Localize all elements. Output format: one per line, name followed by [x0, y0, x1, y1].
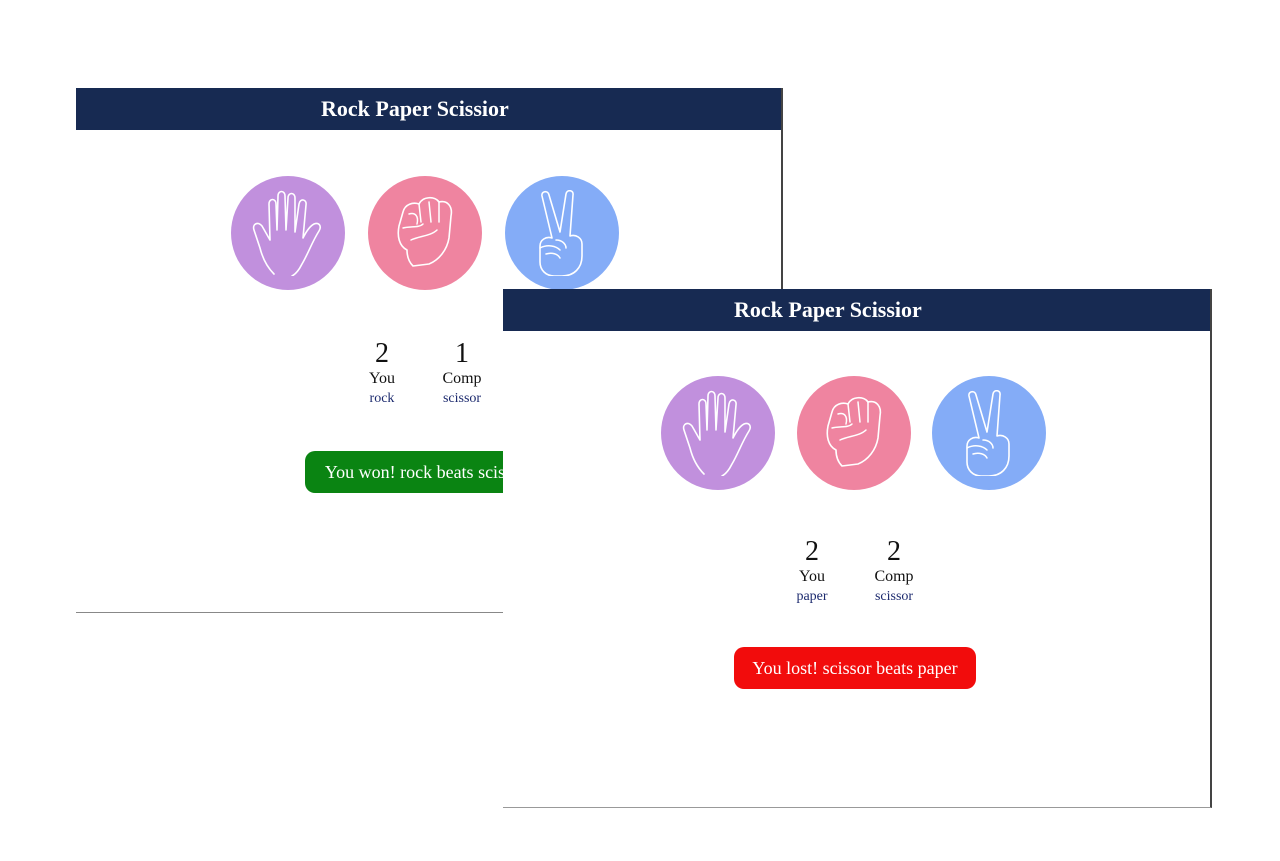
comp-score-label: Comp	[442, 370, 482, 387]
user-score-value: 2	[375, 338, 389, 369]
user-score: 2 You rock	[352, 339, 412, 409]
title-bar: Rock Paper Scissior	[76, 88, 781, 130]
window-bottom-border	[76, 612, 781, 613]
game-window-2: Rock Paper Scissior 2 You paper 2 Comp s…	[503, 289, 1212, 808]
user-choice-text: rock	[369, 391, 395, 406]
scissor-choice-button[interactable]	[932, 376, 1046, 490]
scissor-choice-button[interactable]	[505, 176, 619, 290]
paper-choice-button[interactable]	[661, 376, 775, 490]
rock-choice-button[interactable]	[368, 176, 482, 290]
peace-sign-icon	[526, 190, 598, 276]
rock-choice-button[interactable]	[797, 376, 911, 490]
result-message: You lost! scissor beats paper	[734, 647, 976, 689]
title-bar: Rock Paper Scissior	[503, 289, 1210, 331]
user-score-label: You	[369, 370, 395, 387]
user-score: 2 You paper	[782, 537, 842, 607]
comp-choice-text: scissor	[442, 391, 482, 406]
comp-score-label: Comp	[874, 568, 914, 585]
fist-icon	[389, 190, 461, 276]
comp-score-value: 1	[455, 338, 469, 369]
user-score-value: 2	[805, 536, 819, 567]
fist-icon	[818, 390, 890, 476]
user-score-label: You	[799, 568, 825, 585]
page-title: Rock Paper Scissior	[734, 297, 922, 322]
open-hand-icon	[252, 190, 324, 276]
comp-score-value: 2	[887, 536, 901, 567]
paper-choice-button[interactable]	[231, 176, 345, 290]
comp-choice-text: scissor	[874, 589, 914, 604]
user-choice-text: paper	[796, 589, 828, 604]
page-title: Rock Paper Scissior	[321, 96, 509, 121]
open-hand-icon	[682, 390, 754, 476]
comp-score: 2 Comp scissor	[864, 537, 924, 607]
peace-sign-icon	[953, 390, 1025, 476]
comp-score: 1 Comp scissor	[432, 339, 492, 409]
